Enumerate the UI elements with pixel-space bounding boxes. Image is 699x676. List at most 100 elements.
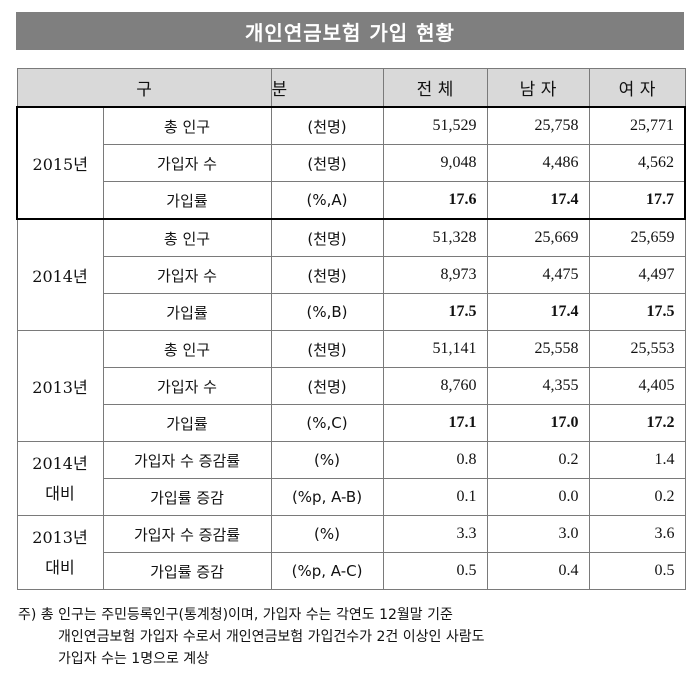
value-male: 25,669 [486,218,590,257]
footnote-line-1: 주) 총 인구는 주민등록인구(통계청)이며, 가입자 수는 각연도 12월말 … [18,607,453,623]
value-female: 17.2 [588,404,686,442]
year-cell: 2014년 [16,218,104,331]
row-label: 가입자 수 [102,144,272,182]
row-unit: (천명) [270,330,384,368]
value-total: 0.8 [382,441,488,479]
row-label: 가입률 [102,293,272,331]
year-cell: 2015년 [16,106,104,220]
table-row: 가입자 수 (천명) 9,048 4,486 4,562 [17,144,687,182]
row-unit: (%p, A-C) [270,552,384,590]
row-unit: (%p, A-B) [270,478,384,516]
table-row: 2014년 총 인구 (천명) 51,328 25,669 25,659 [16,218,686,331]
value-male: 3.0 [486,515,590,553]
value-total: 51,141 [382,330,488,368]
value-male: 0.0 [486,478,590,516]
footnote-line-2: 개인연금보험 가입자 수로서 개인연금보험 가입건수가 2건 이상인 사람도 [58,629,485,645]
year-cell: 2013년 [16,330,104,442]
table-row: 가입률 (%,C) 17.1 17.0 17.2 [17,404,686,442]
footnote: 주) 총 인구는 주민등록인구(통계청)이며, 가입자 수는 각연도 12월말 … [18,604,688,670]
value-female: 4,497 [588,256,686,294]
row-unit: (천명) [270,144,384,182]
value-total: 0.1 [382,478,488,516]
value-male: 25,558 [486,330,590,368]
table-row: 가입률 (%,B) 17.5 17.4 17.5 [17,293,686,331]
table-row: 가입률 증감 (%p, A-C) 0.5 0.4 0.5 [17,552,686,590]
value-female: 17.7 [588,181,687,220]
row-unit: (%,A) [270,181,384,220]
comparison-year-cell: 2014년 대비 [16,441,104,516]
value-total: 0.5 [382,552,488,590]
header-male: 남 자 [486,68,590,108]
footnote-line-3: 가입자 수는 1명으로 계상 [58,651,210,667]
value-male: 0.2 [486,441,590,479]
value-total: 17.1 [382,404,488,442]
value-female: 0.2 [588,478,686,516]
row-unit: (%) [270,515,384,553]
value-total: 51,529 [382,106,488,145]
table-row: 가입자 수 (천명) 8,973 4,475 4,497 [17,256,686,294]
comparison-suffix: 대비 [45,483,75,503]
page-title: 개인연금보험 가입 현황 [16,12,684,50]
value-female: 3.6 [588,515,686,553]
table-row: 가입률 증감 (%p, A-B) 0.1 0.0 0.2 [17,478,686,516]
row-label: 가입률 [102,181,272,220]
value-male: 4,355 [486,367,590,405]
comparison-year-cell: 2013년 대비 [16,515,104,590]
row-label: 가입자 수 증감률 [102,441,272,479]
value-male: 0.4 [486,552,590,590]
value-total: 8,760 [382,367,488,405]
table-row: 2015년 총 인구 (천명) 51,529 25,758 25,771 [16,106,687,220]
value-female: 0.5 [588,552,686,590]
value-female: 25,771 [588,106,687,145]
value-total: 17.5 [382,293,488,331]
row-label: 가입자 수 [102,367,272,405]
value-male: 25,758 [486,106,590,145]
value-female: 4,562 [588,144,687,182]
header-category-left: 구 [16,68,272,108]
value-female: 17.5 [588,293,686,331]
value-total: 3.3 [382,515,488,553]
row-label: 총 인구 [102,106,272,145]
header-female: 여 자 [588,68,686,108]
value-male: 17.4 [486,293,590,331]
table-row: 2013년 총 인구 (천명) 51,141 25,558 25,553 [16,330,686,442]
table-header-row: 구 분 전 체 남 자 여 자 [16,68,686,108]
row-label: 가입자 수 증감률 [102,515,272,553]
row-label: 총 인구 [102,218,272,257]
row-unit: (천명) [270,256,384,294]
comparison-suffix: 대비 [45,557,75,577]
value-female: 4,405 [588,367,686,405]
table-row: 2014년 대비 가입자 수 증감률 (%) 0.8 0.2 1.4 [16,441,686,516]
comparison-year: 2013년 [32,527,88,547]
header-total: 전 체 [382,68,488,108]
row-label: 가입률 증감 [102,478,272,516]
comparison-year: 2014년 [32,453,88,473]
row-unit: (천명) [270,367,384,405]
pension-table: 구 분 전 체 남 자 여 자 2015년 총 인구 (천명) 51,529 2… [16,68,687,590]
value-male: 4,486 [486,144,590,182]
row-label: 가입률 증감 [102,552,272,590]
value-total: 51,328 [382,218,488,257]
value-total: 9,048 [382,144,488,182]
row-label: 총 인구 [102,330,272,368]
table-row: 가입률 (%,A) 17.6 17.4 17.7 [17,181,687,220]
page-title-text: 개인연금보험 가입 현황 [245,20,455,45]
value-male: 17.0 [486,404,590,442]
row-unit: (%,C) [270,404,384,442]
value-total: 8,973 [382,256,488,294]
row-unit: (천명) [270,106,384,145]
value-total: 17.6 [382,181,488,220]
header-category-right: 분 [270,68,384,108]
value-female: 25,659 [588,218,686,257]
table-row: 가입자 수 (천명) 8,760 4,355 4,405 [17,367,686,405]
table-row: 2013년 대비 가입자 수 증감률 (%) 3.3 3.0 3.6 [16,515,686,590]
row-label: 가입률 [102,404,272,442]
row-label: 가입자 수 [102,256,272,294]
value-female: 25,553 [588,330,686,368]
value-female: 1.4 [588,441,686,479]
row-unit: (천명) [270,218,384,257]
row-unit: (%,B) [270,293,384,331]
value-male: 4,475 [486,256,590,294]
row-unit: (%) [270,441,384,479]
value-male: 17.4 [486,181,590,220]
